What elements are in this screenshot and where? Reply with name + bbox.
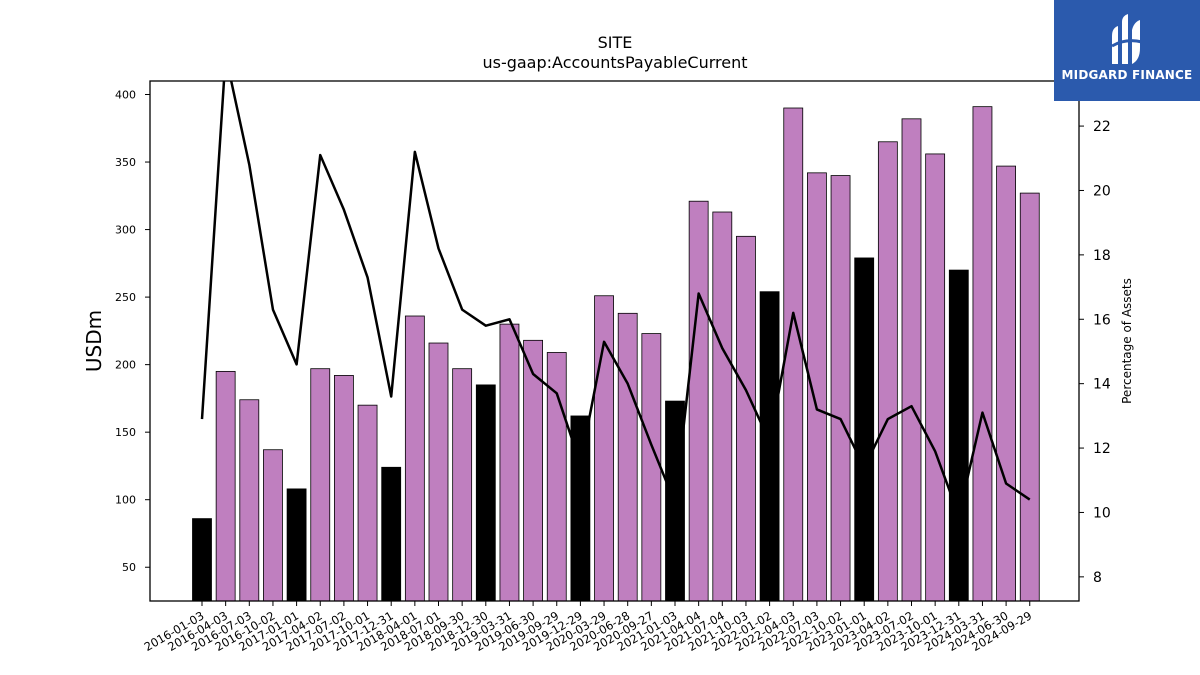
bar xyxy=(972,106,993,602)
bar xyxy=(712,211,733,602)
bar xyxy=(286,488,307,602)
bar xyxy=(996,165,1016,602)
bar xyxy=(948,269,969,602)
bars-layer xyxy=(192,106,1040,602)
bar xyxy=(877,141,898,602)
bar xyxy=(688,200,709,602)
y2-axis-label: Percentage of Assets xyxy=(1120,278,1134,404)
y-tick-label: 400 xyxy=(115,89,136,102)
percentage-line xyxy=(200,81,1031,517)
bar xyxy=(830,175,851,602)
bar xyxy=(925,153,946,602)
bar xyxy=(263,449,283,602)
y-tick-label: 300 xyxy=(115,224,136,237)
bar xyxy=(215,370,236,602)
y2-tick-label: 16 xyxy=(1093,312,1111,328)
bar xyxy=(546,352,567,602)
y2-tick-label: 20 xyxy=(1093,183,1111,199)
bar xyxy=(641,333,662,602)
y2-axis: 8 10 12 14 16 18 20 22 xyxy=(1079,119,1111,586)
bar xyxy=(499,323,520,602)
plot-frame xyxy=(149,80,1080,602)
chart-title: SITE xyxy=(598,33,633,52)
y2-tick-label: 10 xyxy=(1093,505,1111,521)
bar xyxy=(736,235,756,602)
y-tick-label: 350 xyxy=(115,156,136,169)
logo-badge: MIDGARD FINANCE xyxy=(1054,0,1200,101)
bar xyxy=(357,404,378,602)
bar xyxy=(428,342,449,602)
logo-text: MIDGARD FINANCE xyxy=(1061,68,1193,82)
bar xyxy=(333,375,354,602)
bar xyxy=(854,257,875,602)
y2-tick-label: 8 xyxy=(1093,570,1102,586)
line-layer xyxy=(200,81,1031,517)
y2-tick-label: 14 xyxy=(1093,377,1111,393)
x-axis: 2016-01-032016-04-032016-07-032016-10-02… xyxy=(142,601,1034,654)
y-tick-label: 50 xyxy=(122,561,136,574)
y-axis-label: USDm xyxy=(82,310,106,372)
y-tick-label: 150 xyxy=(115,426,136,439)
y-tick-label: 100 xyxy=(115,494,136,507)
bar xyxy=(192,518,212,602)
y2-tick-label: 22 xyxy=(1093,119,1111,135)
bar xyxy=(1019,192,1040,602)
y-tick-label: 200 xyxy=(115,359,136,372)
bar xyxy=(404,315,425,602)
bar xyxy=(475,384,496,602)
bar xyxy=(310,368,331,602)
bar xyxy=(617,312,638,602)
bar xyxy=(901,118,922,602)
bar xyxy=(381,466,402,602)
bar xyxy=(759,291,780,602)
y2-tick-label: 12 xyxy=(1093,441,1111,457)
y-tick-label: 250 xyxy=(115,291,136,304)
chart-subtitle: us-gaap:AccountsPayableCurrent xyxy=(482,53,747,72)
y-axis: 50 100 150 200 250 300 350 400 xyxy=(115,89,150,574)
bar xyxy=(452,368,473,602)
midgard-logo-icon xyxy=(1111,14,1143,64)
y2-tick-label: 18 xyxy=(1093,248,1111,264)
bar xyxy=(239,399,260,602)
